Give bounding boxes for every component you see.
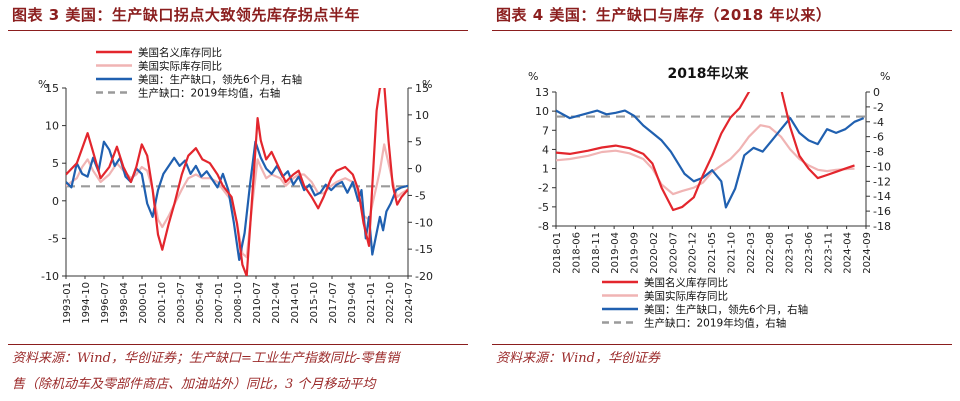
x-axis-tick-label: 2008-10	[233, 282, 244, 324]
x-axis-tick-label: 1998-04	[119, 282, 130, 324]
right-axis-tick-label: 5	[415, 136, 422, 149]
left-axis-tick-label: 15	[45, 82, 59, 95]
left-axis-tick-label: 5	[52, 157, 59, 170]
x-axis-tick-label: 1994-10	[81, 282, 92, 324]
right-axis-tick-label: 0	[873, 86, 880, 99]
x-axis-tick-label: 2021-01	[366, 282, 377, 324]
left-axis-tick-label: -8	[538, 220, 549, 233]
right-axis-tick-label: -5	[415, 189, 426, 202]
x-axis-tick-label: 2024-07	[404, 282, 415, 324]
left-axis-tick-label: -10	[41, 270, 59, 283]
source-note: 资料来源：Wind，华创证券；生产缺口=工业生产指数同比-零售销	[12, 351, 400, 366]
right-axis-tick-label: -10	[873, 160, 891, 173]
right-axis-tick-label: -15	[415, 243, 433, 256]
x-axis-tick-label: 2005-04	[195, 282, 206, 324]
x-axis-tick-label: 1996-07	[100, 282, 111, 324]
left-axis-tick-label: -2	[538, 182, 549, 195]
chart-inventory-long: -10 -5 0 5 10 15 -20 -15 -10 -5 0 5 10 15% % 1993-01 199…	[38, 46, 433, 324]
x-axis-tick-label: 2000-01	[138, 282, 149, 324]
x-axis-tick-label: 2024-04	[843, 232, 854, 274]
x-axis-tick-label: 2023-01	[785, 232, 796, 274]
legend-entry: 美国：生产缺口，领先6个月，右轴	[138, 73, 302, 86]
legend-entry: 生产缺口：2019年均值，右轴	[644, 317, 786, 330]
right-axis-unit: %	[880, 70, 890, 83]
x-axis-tick-label: 2012-04	[271, 282, 282, 324]
series-line-nominal-inventory	[66, 88, 408, 276]
right-axis-tick-label: -16	[873, 205, 891, 218]
legend-entry: 美国名义库存同比	[644, 276, 728, 289]
x-axis-tick-label: 2018-11	[591, 232, 602, 274]
x-axis-tick-label: 2021-05	[707, 232, 718, 274]
right-axis-tick-label: -12	[873, 175, 891, 188]
right-axis-tick-label: -14	[873, 190, 891, 203]
right-axis-unit: %	[422, 78, 432, 91]
left-axis-tick-label: 10	[535, 105, 549, 118]
x-axis-tick-label: 2020-07	[668, 232, 679, 274]
x-axis-tick-label: 2021-10	[726, 232, 737, 274]
right-axis-tick-label: -6	[873, 131, 884, 144]
right-axis-tick-label: -18	[873, 220, 891, 233]
left-axis-tick-label: 4	[542, 143, 549, 156]
x-axis-tick-label: 2020-02	[649, 232, 660, 274]
x-axis-tick-label: 2024-09	[862, 232, 873, 274]
series-line-real-inventory	[556, 124, 855, 196]
right-axis-tick-label: -2	[873, 101, 884, 114]
left-axis-tick-label: 10	[45, 120, 59, 133]
series-line-production-gap	[66, 140, 408, 261]
x-axis-tick-label: 2014-01	[290, 282, 301, 324]
right-axis-tick-label: 0	[415, 163, 422, 176]
x-axis-tick-label: 1993-01	[62, 282, 73, 324]
legend-entry: 美国实际库存同比	[138, 60, 222, 73]
left-axis-tick-label: 7	[542, 124, 549, 137]
x-axis-tick-label: 2022-10	[385, 282, 396, 324]
legend-entry: 美国名义库存同比	[138, 46, 222, 59]
x-axis-tick-label: 2017-07	[328, 282, 339, 324]
x-axis-tick-label: 2003-07	[176, 282, 187, 324]
chart-panel-inventory-long: 图表 3 美国：生产缺口拐点大致领先库存拐点半年 -10 -5 0 5 10 15 -20-…	[0, 0, 476, 401]
left-axis-unit: %	[38, 78, 48, 91]
series-line-production-gap	[556, 109, 865, 209]
left-axis-tick-label: 13	[535, 86, 549, 99]
source-note: 资料来源：Wind，华创证券	[496, 351, 660, 366]
x-axis-tick-label: 2015-10	[309, 282, 320, 324]
x-axis-tick-label: 2007-01	[214, 282, 225, 324]
right-axis-tick-label: -4	[873, 116, 884, 129]
left-axis-tick-label: -5	[538, 201, 549, 214]
x-axis-tick-label: 2023-11	[823, 232, 834, 274]
source-divider	[8, 344, 468, 345]
source-note-continued: 售（除机动车及零部件商店、加油站外）同比，3 个月移动平均	[12, 377, 376, 392]
legend-entry: 美国实际库存同比	[644, 290, 728, 303]
x-axis-tick-label: 2019-04	[610, 232, 621, 274]
x-axis-tick-label: 2023-06	[804, 232, 815, 274]
x-axis-tick-label: 2018-01	[552, 232, 563, 274]
x-axis-tick-label: 2001-10	[157, 282, 168, 324]
x-axis-tick-label: 2022-08	[765, 232, 776, 274]
x-axis-tick-label: 2020-12	[688, 232, 699, 274]
x-axis-tick-label: 2019-09	[630, 232, 641, 274]
legend-entry: 美国：生产缺口，领先6个月，右轴	[644, 303, 808, 316]
right-axis-tick-label: -20	[415, 270, 433, 283]
x-axis-tick-label: 2018-06	[571, 232, 582, 274]
left-axis-tick-label: 1	[542, 163, 549, 176]
x-axis-tick-label: 2019-04	[347, 282, 358, 324]
x-axis-tick-label: 2022-03	[746, 232, 757, 274]
left-axis-unit: %	[528, 70, 538, 83]
left-axis-tick-label: -5	[48, 232, 59, 245]
x-axis-tick-label: 2010-07	[252, 282, 263, 324]
right-axis-tick-label: 15	[415, 82, 429, 95]
legend-entry: 生产缺口：2019年均值，右轴	[138, 87, 280, 100]
source-divider	[492, 344, 952, 345]
right-axis-tick-label: -10	[415, 216, 433, 229]
right-axis-tick-label: 10	[415, 109, 429, 122]
chart-inner-title: 2018年以来	[668, 65, 750, 82]
series-line-nominal-inventory	[556, 92, 855, 212]
chart-title: 图表 3 美国：生产缺口拐点大致领先库存拐点半年	[12, 6, 360, 24]
left-axis-tick-label: 0	[52, 195, 59, 208]
chart-panel-since-2018: 图表 4 美国：生产缺口与库存（2018 年以来） -8 -5 -2 1 4 7 10 13 -…	[484, 0, 960, 401]
title-divider	[492, 30, 952, 31]
chart-title: 图表 4 美国：生产缺口与库存（2018 年以来）	[496, 6, 832, 24]
right-axis-tick-label: -8	[873, 146, 884, 159]
title-divider	[8, 30, 468, 31]
